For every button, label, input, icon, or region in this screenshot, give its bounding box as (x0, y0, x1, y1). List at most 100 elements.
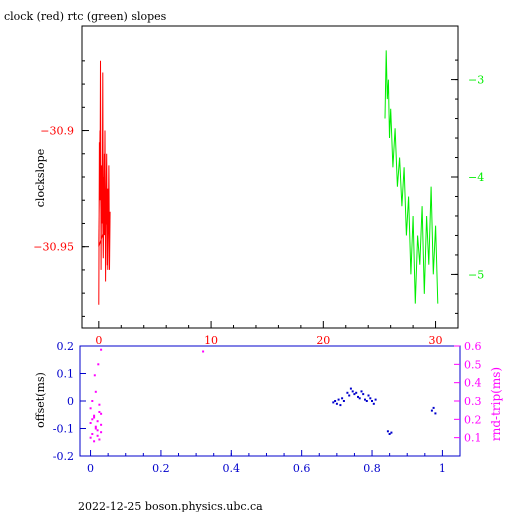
top-y2-ticks: −3 −4 −5 (451, 59, 484, 314)
bottom-x-tick-label: 1 (439, 462, 446, 475)
point-offset (434, 412, 437, 415)
bottom-x-tick-label: 0.6 (293, 462, 311, 475)
bottom-x-ticks: 0 0.2 0.4 0.6 0.8 1 (87, 450, 446, 475)
point-offset (353, 393, 356, 396)
point-offset (332, 401, 335, 404)
point-rnd-trip (96, 429, 99, 432)
bottom-y-tick-label: 0 (67, 395, 74, 408)
point-offset (334, 400, 337, 402)
point-rnd-trip (97, 363, 100, 366)
bottom-x-tick-label: 0.8 (363, 462, 381, 475)
bottom-y-tick-label: 0.2 (57, 340, 75, 353)
point-offset (355, 391, 358, 394)
point-rnd-trip (94, 427, 97, 430)
top-x-tick-label: 30 (429, 334, 443, 347)
bottom-x-tick-label: 0.2 (152, 462, 170, 475)
point-offset (371, 400, 373, 402)
point-offset (357, 395, 359, 398)
top-y2-tick-label: −3 (468, 74, 484, 87)
top-plot-frame (81, 25, 459, 329)
point-offset (362, 393, 365, 396)
point-offset (372, 402, 375, 405)
bottom-y-tick-label: -0.1 (53, 423, 74, 436)
top-y2-tick-label: −5 (468, 268, 484, 281)
point-offset (388, 433, 391, 435)
point-offset (342, 400, 345, 402)
point-offset (369, 397, 372, 400)
series-line-rtc (384, 50, 439, 304)
point-rnd-trip (100, 423, 103, 426)
point-rnd-trip (91, 433, 94, 435)
point-offset (364, 398, 366, 401)
footer-text: 2022-12-25 boson.physics.ubc.ca (78, 500, 263, 512)
bottom-y2-tick-label: 0.6 (464, 340, 482, 353)
point-offset (432, 406, 435, 409)
point-rnd-trip (89, 422, 92, 424)
point-offset (374, 398, 377, 401)
bottom-y2-tick-label: 0.2 (464, 413, 482, 426)
top-y2-tick-label: −4 (468, 171, 484, 184)
point-rnd-trip (93, 440, 96, 443)
top-x-ticks: 0 10 20 30 (95, 321, 443, 347)
point-offset (335, 402, 338, 405)
point-rnd-trip (93, 416, 96, 419)
point-offset (360, 390, 363, 393)
point-rnd-trip (91, 418, 94, 421)
top-series (98, 50, 439, 305)
bottom-y2-ticks: 0.6 0.5 0.4 0.3 0.2 0.1 (454, 340, 482, 445)
bottom-series (89, 348, 437, 443)
bottom-y-tick-label: 0.1 (57, 368, 75, 381)
bottom-x-tick-label: 0 (87, 462, 94, 475)
bottom-y2label: rnd-trip(ms) (489, 367, 503, 441)
top-ylabel: clockslope (34, 149, 47, 207)
bottom-y2-tick-label: 0.4 (464, 377, 482, 390)
bottom-y-ticks: 0.2 0.1 0 -0.1 -0.2 (53, 340, 86, 463)
point-rnd-trip (91, 400, 94, 402)
point-offset (390, 431, 393, 434)
point-rnd-trip (94, 425, 97, 428)
point-offset (430, 409, 433, 412)
point-rnd-trip (89, 436, 92, 439)
point-offset (346, 391, 349, 394)
point-offset (348, 394, 351, 397)
top-y-tick-label: −30.95 (33, 241, 74, 254)
point-rnd-trip (98, 411, 101, 413)
point-offset (358, 397, 361, 400)
bottom-plot-frame (79, 345, 461, 457)
point-rnd-trip (89, 407, 92, 410)
bottom-y2-tick-label: 0.5 (464, 358, 482, 371)
point-rnd-trip (96, 420, 99, 423)
point-offset (349, 387, 352, 390)
top-plot: clockslope 0 10 20 30 −30.9 −30.95 −3 −4 −5 (33, 25, 484, 347)
point-offset (341, 397, 344, 400)
bottom-plot: offset(ms) rnd-trip(ms) 0 0.2 0.4 0.6 0.8 1 0… (34, 340, 503, 475)
top-y-tick-label: −30.9 (40, 125, 74, 138)
chart-title: clock (red) rtc (green) slopes (4, 10, 167, 23)
point-rnd-trip (96, 434, 99, 437)
point-rnd-trip (100, 431, 103, 434)
point-offset (339, 404, 342, 407)
bottom-x-tick-label: 0.4 (223, 462, 241, 475)
point-rnd-trip (94, 390, 97, 393)
point-rnd-trip (98, 403, 101, 406)
bottom-ylabel: offset(ms) (34, 372, 47, 428)
top-y-ticks: −30.9 −30.95 (33, 60, 89, 317)
point-rnd-trip (93, 414, 96, 417)
point-rnd-trip (93, 374, 96, 377)
point-offset (386, 430, 389, 433)
point-rnd-trip (202, 350, 205, 353)
top-x-tick-label: 0 (95, 334, 102, 347)
top-x-tick-label: 10 (204, 334, 218, 347)
point-offset (351, 390, 354, 393)
point-rnd-trip (100, 412, 103, 415)
top-x-tick-label: 20 (316, 334, 330, 347)
bottom-y2-tick-label: 0.3 (464, 395, 482, 408)
series-line-clock (98, 60, 111, 305)
point-offset (337, 398, 340, 401)
point-rnd-trip (100, 348, 103, 351)
point-offset (367, 394, 370, 397)
point-offset (365, 400, 368, 402)
point-rnd-trip (98, 438, 101, 441)
bottom-y-tick-label: -0.2 (53, 450, 74, 463)
